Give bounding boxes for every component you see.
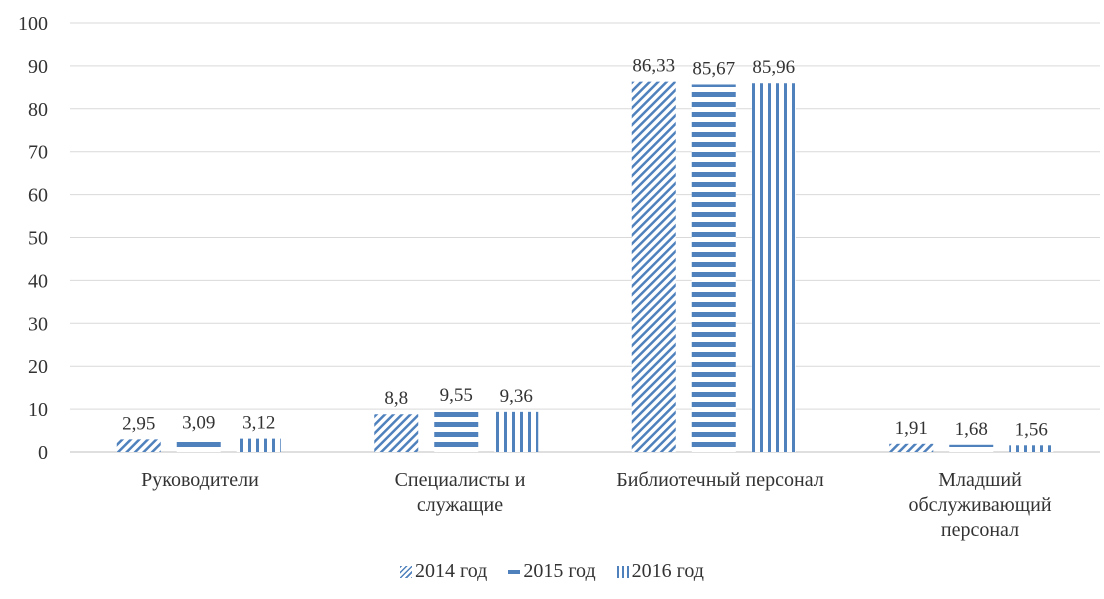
bar bbox=[889, 443, 934, 452]
data-label: 85,96 bbox=[752, 57, 795, 78]
category-label-line: Специалисты и bbox=[394, 469, 526, 491]
bar bbox=[236, 438, 281, 452]
bars bbox=[116, 81, 1054, 453]
data-labels: 2,95 3,09 3,12 8,8 9,55 9,36 86,33 85,67 85,96 1,… bbox=[122, 56, 1048, 441]
category-label-line: Библиотечный персонал bbox=[616, 469, 824, 491]
y-tick-label: 50 bbox=[28, 228, 48, 250]
data-label: 3,12 bbox=[242, 413, 275, 434]
legend-label: 2014 год bbox=[415, 560, 488, 582]
legend-swatch-diagonal bbox=[400, 566, 413, 578]
data-label: 1,56 bbox=[1015, 419, 1048, 440]
category-label-rukovoditeli: Руководители bbox=[100, 468, 300, 493]
data-label: 86,33 bbox=[632, 56, 675, 77]
category-label-line: Руководители bbox=[141, 469, 259, 491]
category-label-bibliotechny: Библиотечный персонал bbox=[595, 468, 845, 493]
data-label: 2,95 bbox=[122, 413, 155, 434]
bar bbox=[1009, 445, 1054, 452]
y-tick-label: 10 bbox=[28, 399, 48, 421]
y-tick-label: 60 bbox=[28, 185, 48, 207]
bar bbox=[494, 411, 539, 452]
data-label: 9,55 bbox=[440, 385, 473, 406]
y-tick-label: 70 bbox=[28, 142, 48, 164]
bar bbox=[176, 438, 221, 452]
y-tick-label: 90 bbox=[28, 56, 48, 78]
category-label-mladshiy: Младший обслуживающий персонал bbox=[880, 468, 1080, 543]
bar bbox=[434, 411, 479, 452]
legend: 2014 год 2015 год 2016 год bbox=[0, 560, 1104, 583]
bar bbox=[751, 83, 796, 452]
legend-label: 2016 год bbox=[631, 560, 704, 582]
bar bbox=[374, 414, 419, 452]
legend-swatch-horizontal bbox=[508, 566, 521, 578]
data-label: 3,09 bbox=[182, 413, 215, 434]
bar bbox=[631, 81, 676, 453]
data-label: 1,68 bbox=[955, 419, 988, 440]
legend-label: 2015 год bbox=[523, 560, 596, 582]
legend-item-2014: 2014 год bbox=[400, 560, 487, 583]
y-tick-label: 0 bbox=[38, 442, 48, 464]
legend-swatch-vertical bbox=[616, 566, 629, 578]
category-label-line: персонал bbox=[940, 519, 1020, 541]
y-tick-label: 100 bbox=[18, 13, 48, 35]
y-tick-label: 80 bbox=[28, 99, 48, 121]
category-label-line: обслуживающий bbox=[908, 494, 1052, 516]
data-label: 85,67 bbox=[692, 58, 735, 79]
category-label-line: служащие bbox=[416, 494, 504, 516]
data-label: 9,36 bbox=[500, 386, 533, 407]
gridlines bbox=[70, 22, 1100, 453]
category-label-specialisty: Специалисты и служащие bbox=[360, 468, 560, 518]
y-tick-label: 40 bbox=[28, 270, 48, 292]
data-label: 8,8 bbox=[384, 388, 408, 409]
y-axis: 0 10 20 30 40 50 60 70 80 90 100 bbox=[18, 13, 48, 464]
legend-item-2016: 2016 год bbox=[616, 560, 704, 583]
category-label-line: Младший bbox=[938, 469, 1022, 491]
bar bbox=[116, 439, 161, 452]
bar bbox=[949, 444, 994, 452]
legend-item-2015: 2015 год bbox=[508, 560, 596, 583]
data-label: 1,91 bbox=[895, 418, 928, 439]
y-tick-label: 30 bbox=[28, 313, 48, 335]
bar bbox=[691, 84, 736, 452]
y-tick-label: 20 bbox=[28, 356, 48, 378]
